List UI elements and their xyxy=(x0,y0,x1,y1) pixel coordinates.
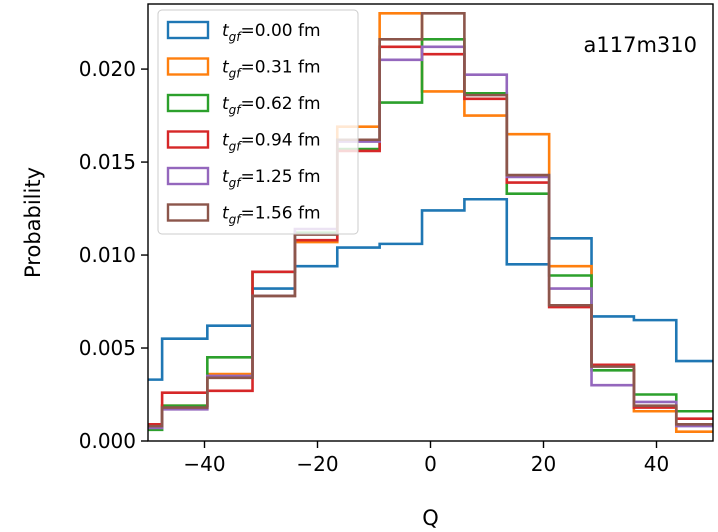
x-tick-label: 0 xyxy=(424,452,437,476)
x-tick-label: −40 xyxy=(183,452,225,476)
y-tick-label: 0.010 xyxy=(79,243,136,267)
legend: tgf=0.00 fm tgf=0.31 fm tgf=0.62 fm tgf=0.9… xyxy=(157,9,359,235)
x-tick-label: 40 xyxy=(644,452,669,476)
dataset-annotation: a117m310 xyxy=(584,33,698,57)
legend-swatch-1 xyxy=(166,57,210,76)
legend-label-0: tgf=0.00 fm xyxy=(222,21,321,44)
legend-swatch-5 xyxy=(166,203,210,222)
legend-swatch-0 xyxy=(166,20,210,40)
y-axis-label: Probability xyxy=(21,167,45,278)
x-axis-label: Q xyxy=(422,506,439,530)
legend-label-2: tgf=0.62 fm xyxy=(222,94,321,117)
x-tick-label: −20 xyxy=(296,452,338,476)
series-0-step-line xyxy=(148,197,713,381)
x-tick-label: 20 xyxy=(531,452,556,476)
legend-label-1: tgf=0.31 fm xyxy=(222,58,321,81)
axes-frame xyxy=(147,3,714,442)
series-5-step-line xyxy=(148,11,713,428)
y-tick-label: 0.015 xyxy=(79,150,136,174)
legend-label-3: tgf=0.94 fm xyxy=(222,131,321,154)
y-tick-label: 0.020 xyxy=(79,57,136,81)
legend-frame xyxy=(157,9,359,235)
y-tick-label: 0.000 xyxy=(79,429,136,453)
legend-label-4: tgf=1.25 fm xyxy=(222,167,321,190)
legend-swatch-4 xyxy=(166,166,210,186)
axis-ticks: −40 −20 0 20 40 0.000 0.005 0.010 0.015 0.020 xyxy=(79,57,669,476)
y-tick-label: 0.005 xyxy=(79,336,136,360)
legend-swatch-3 xyxy=(166,130,210,149)
legend-swatch-2 xyxy=(166,93,210,113)
legend-label-5: tgf=1.56 fm xyxy=(222,204,321,227)
